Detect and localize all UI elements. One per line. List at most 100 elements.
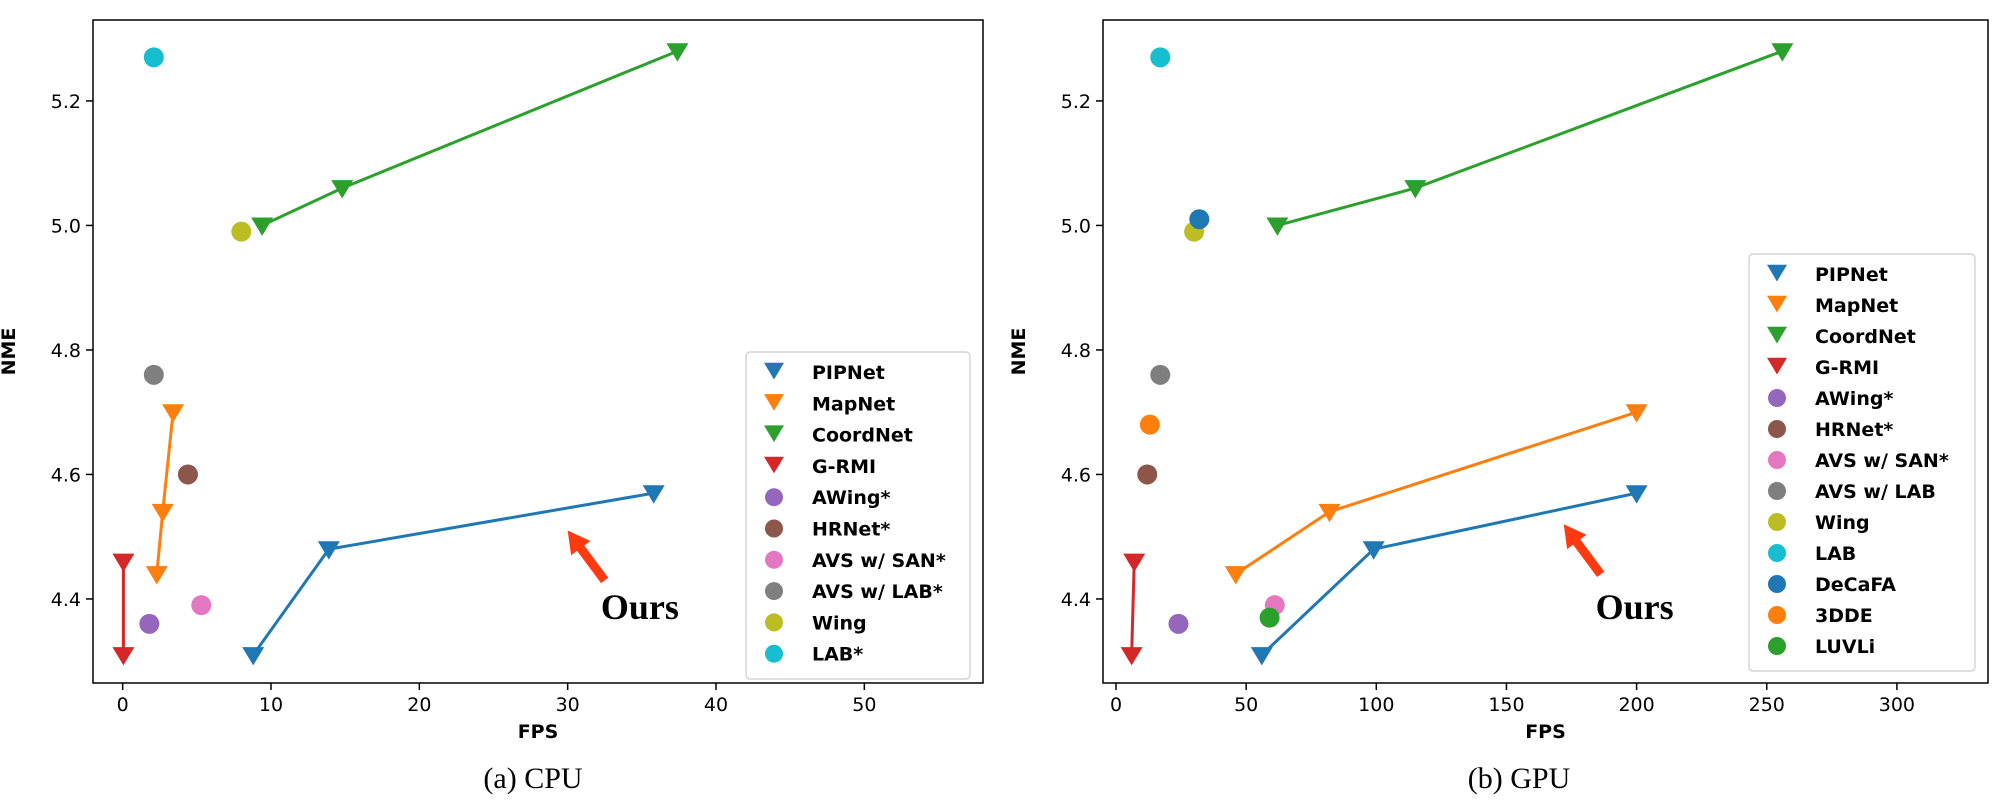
chart-cpu-legend-marker-AVS_LAB bbox=[765, 582, 783, 601]
chart-cpu-legend-label-AVS_LAB: AVS w/ LAB* bbox=[812, 581, 943, 603]
chart-cpu-point-CoordNet bbox=[251, 217, 274, 236]
chart-cpu-point-PIPNet bbox=[317, 541, 340, 560]
chart-cpu-point-LAB bbox=[143, 47, 164, 68]
chart-gpu-legend-label-G-RMI: G-RMI bbox=[1815, 357, 1879, 379]
chart-cpu-legend-marker-Wing bbox=[765, 613, 783, 632]
chart-cpu-caption: (a) CPU bbox=[483, 762, 582, 795]
chart-cpu-legend-box bbox=[745, 351, 971, 680]
chart-cpu-xtick-label: 0 bbox=[117, 694, 129, 716]
chart-gpu-point-HRNet bbox=[1137, 464, 1158, 485]
chart-panel-gpu: 0 50 100 150 200 250 300 4.4 4.6 4.8 5.0 5.2 FPS NME O… bbox=[1008, 19, 1989, 795]
chart-gpu-point-CoordNet bbox=[1404, 180, 1427, 199]
chart-cpu-legend-marker-G-RMI bbox=[764, 456, 784, 474]
chart-gpu-series-line-MapNet bbox=[1234, 410, 1638, 576]
chart-cpu-annotation-arrow bbox=[567, 530, 609, 584]
chart-cpu-ytick-label: 4.6 bbox=[51, 464, 81, 486]
chart-cpu-ytick-label: 5.0 bbox=[51, 215, 81, 237]
chart-cpu-legend-label-G-RMI: G-RMI bbox=[812, 456, 876, 478]
chart-gpu-point-G-RMI bbox=[1123, 553, 1146, 573]
chart-gpu-xtick-label: 250 bbox=[1749, 694, 1785, 716]
chart-cpu-xtick-label: 30 bbox=[556, 694, 580, 716]
chart-gpu-annotation-label: Ours bbox=[1596, 587, 1674, 627]
chart-gpu-legend-label-CoordNet: CoordNet bbox=[1815, 326, 1916, 348]
chart-gpu-point-G-RMI bbox=[1120, 647, 1143, 666]
chart-cpu-legend-label-LAB: LAB* bbox=[812, 644, 863, 666]
chart-gpu-legend-label-AVS_LAB: AVS w/ LAB bbox=[1815, 481, 1936, 503]
chart-gpu-ytick-label: 5.0 bbox=[1061, 215, 1091, 237]
chart-gpu-legend-marker-AVS_LAB bbox=[1768, 482, 1786, 500]
chart-cpu-xtick-label: 20 bbox=[407, 694, 431, 716]
chart-cpu-annotation-label: Ours bbox=[601, 587, 679, 627]
chart-gpu-legend-label-DeCaFA: DeCaFA bbox=[1815, 574, 1896, 596]
chart-cpu-point-MapNet bbox=[151, 503, 174, 523]
chart-gpu-xtick-label: 300 bbox=[1879, 694, 1915, 716]
chart-gpu-point-PIPNet bbox=[1250, 647, 1273, 666]
chart-cpu-point-PIPNet bbox=[242, 647, 265, 666]
chart-cpu-xtick-label: 10 bbox=[259, 694, 283, 716]
chart-cpu-legend-label-AWing: AWing* bbox=[812, 487, 890, 509]
chart-cpu-ytick-label: 4.4 bbox=[51, 589, 81, 611]
chart-gpu-legend-marker-Wing bbox=[1768, 513, 1786, 531]
chart-gpu-point-CoordNet bbox=[1771, 43, 1794, 62]
chart-gpu-ytick-label: 4.8 bbox=[1061, 340, 1091, 362]
chart-gpu-ytick-label: 5.2 bbox=[1061, 91, 1091, 113]
chart-gpu-point-LUVLi bbox=[1259, 607, 1280, 628]
chart-cpu-point-G-RMI bbox=[112, 553, 135, 573]
chart-gpu-legend-marker-CoordNet bbox=[1767, 326, 1787, 344]
chart-gpu-legend-label-PIPNet: PIPNet bbox=[1815, 264, 1888, 286]
chart-cpu-legend-label-Wing: Wing bbox=[812, 612, 867, 634]
chart-cpu-legend-marker-LAB bbox=[765, 644, 783, 663]
chart-cpu-point-MapNet bbox=[162, 404, 185, 423]
chart-gpu-legend-marker-AVS_SAN bbox=[1768, 451, 1786, 469]
chart-cpu-point-AWing bbox=[139, 613, 160, 634]
chart-cpu-point-G-RMI bbox=[112, 647, 135, 666]
chart-gpu-point-CoordNet bbox=[1266, 217, 1289, 236]
chart-gpu-legend-box bbox=[1748, 253, 1976, 672]
chart-cpu-arrow-head bbox=[567, 530, 591, 556]
chart-gpu-legend-label-3DDE: 3DDE bbox=[1815, 605, 1873, 627]
chart-cpu-legend-marker-PIPNet bbox=[764, 362, 784, 380]
chart-gpu-arrow-head bbox=[1563, 524, 1587, 550]
chart-cpu-legend: PIPNet MapNet CoordNet G-RMI AWing* HRNet* AVS… bbox=[745, 351, 971, 680]
chart-gpu-legend-label-LAB: LAB bbox=[1815, 543, 1856, 565]
chart-gpu-legend-marker-AWing bbox=[1768, 389, 1786, 407]
chart-gpu-xtick-label: 0 bbox=[1110, 694, 1122, 716]
chart-gpu-legend-marker-3DDE bbox=[1768, 606, 1786, 624]
chart-cpu-point-PIPNet bbox=[642, 485, 665, 504]
chart-gpu-legend-marker-DeCaFA bbox=[1768, 575, 1786, 593]
chart-cpu-frame bbox=[92, 19, 984, 684]
chart-cpu-xlabel: FPS bbox=[518, 721, 559, 743]
chart-gpu-annotation-arrow bbox=[1563, 524, 1605, 577]
chart-cpu-legend-label-CoordNet: CoordNet bbox=[812, 425, 913, 447]
chart-cpu-xtick-label: 50 bbox=[852, 694, 876, 716]
chart-cpu-legend-label-MapNet: MapNet bbox=[812, 393, 895, 415]
chart-gpu-legend-marker-HRNet bbox=[1768, 420, 1786, 438]
chart-gpu-legend-marker-PIPNet bbox=[1767, 264, 1787, 282]
chart-cpu-legend-label-PIPNet: PIPNet bbox=[812, 362, 885, 384]
chart-cpu-series-line-PIPNet bbox=[251, 491, 654, 656]
chart-gpu-ytick-label: 4.6 bbox=[1061, 464, 1091, 486]
chart-cpu-xtick-label: 40 bbox=[704, 694, 728, 716]
chart-cpu-legend-marker-MapNet bbox=[764, 394, 784, 411]
chart-gpu-ytick-label: 4.4 bbox=[1061, 589, 1091, 611]
chart-gpu-xtick-label: 150 bbox=[1488, 694, 1524, 716]
chart-cpu-point-CoordNet bbox=[666, 43, 689, 62]
chart-cpu-legend-marker-AWing bbox=[765, 488, 783, 507]
chart-gpu-point-AWing bbox=[1168, 613, 1189, 634]
chart-cpu-point-MapNet bbox=[145, 566, 168, 585]
chart-gpu-legend-marker-LUVLi bbox=[1768, 637, 1786, 655]
chart-gpu-point-PIPNet bbox=[1625, 485, 1648, 504]
chart-gpu-xtick-label: 100 bbox=[1358, 694, 1394, 716]
chart-gpu-legend-label-AVS_SAN: AVS w/ SAN* bbox=[1815, 450, 1949, 472]
chart-gpu-point-LAB bbox=[1150, 47, 1171, 68]
chart-gpu-point-PIPNet bbox=[1362, 541, 1385, 560]
chart-cpu-point-Wing bbox=[231, 221, 252, 242]
chart-gpu-legend-label-HRNet: HRNet* bbox=[1815, 419, 1893, 441]
chart-cpu-point-HRNet bbox=[177, 464, 198, 485]
chart-gpu-legend-marker-G-RMI bbox=[1767, 357, 1787, 375]
chart-cpu-point-AVS_LAB bbox=[143, 364, 164, 385]
chart-cpu-ytick-label: 5.2 bbox=[51, 91, 81, 113]
chart-cpu-legend-marker-HRNet bbox=[765, 519, 783, 538]
chart-gpu-xtick-label: 200 bbox=[1618, 694, 1654, 716]
chart-gpu-point-DeCaFA bbox=[1189, 209, 1210, 230]
